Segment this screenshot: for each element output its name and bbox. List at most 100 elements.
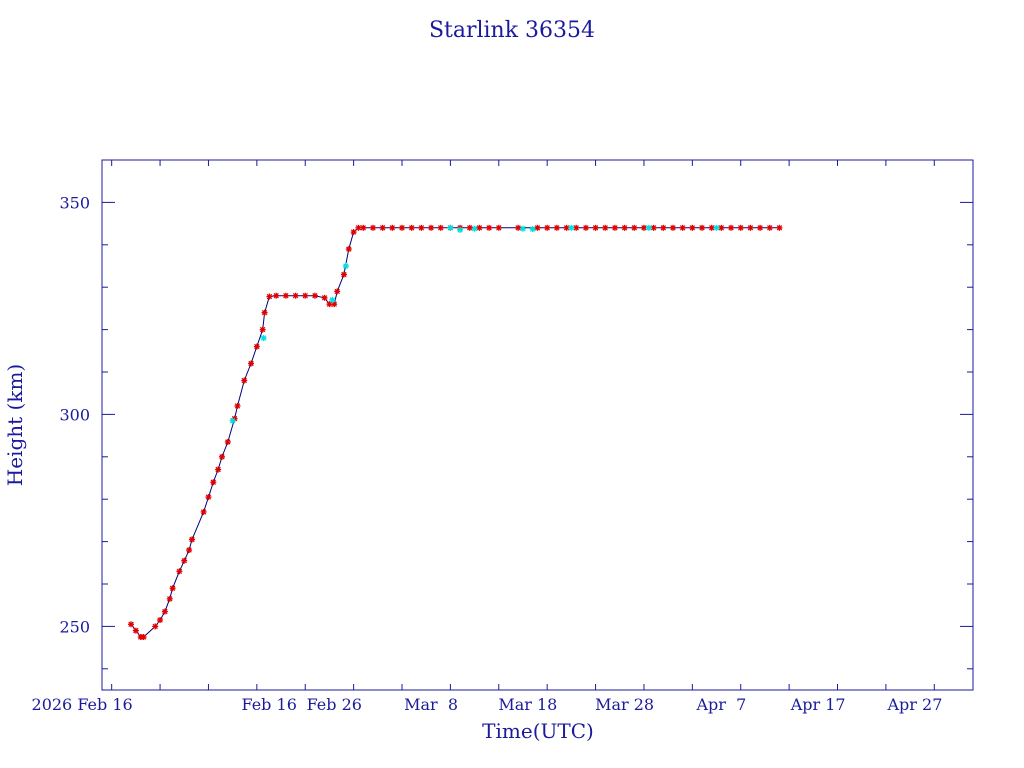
data-point-primary [737,224,744,231]
data-point-primary [553,224,560,231]
x-tick-label: Feb 16 [241,695,296,714]
data-point-primary [437,224,444,231]
data-point-primary [219,453,226,460]
data-point-primary [189,536,196,543]
data-point-primary [669,224,676,231]
data-point-secondary [568,224,575,231]
data-point-primary [152,623,159,630]
data-point-primary [631,224,638,231]
data-point-primary [708,224,715,231]
data-point-primary [389,224,396,231]
data-point-primary [776,224,783,231]
data-point-primary [340,271,347,278]
data-point-primary [563,224,570,231]
y-axis-ticks: 250 300 350 [59,159,973,670]
data-point-primary [311,292,318,299]
x-axis-label: Time(UTC) [482,719,594,743]
orbit-trace-line [130,227,780,638]
data-point-primary [157,617,164,624]
data-point-secondary [229,417,236,424]
data-point-primary [399,224,406,231]
data-point-secondary [713,224,720,231]
data-point-primary [161,608,168,615]
data-point-secondary [519,225,526,232]
plot-frame [101,159,974,691]
data-point-primary [282,292,289,299]
data-point-primary [181,557,188,564]
data-point-primary [766,224,773,231]
data-point-primary [611,224,618,231]
data-point-primary [582,224,589,231]
x-axis-ticks: 2026 Feb 16 Feb 16 Feb 26 Mar 8 Mar 18 Mar 28… [32,160,942,714]
data-point-primary [205,494,212,501]
data-point-secondary [329,296,336,303]
x-tick-label: Apr 27 [886,695,942,714]
data-point-primary [292,292,299,299]
data-point-primary [302,292,309,299]
data-point-primary [621,224,628,231]
data-point-primary [544,224,551,231]
data-point-primary [224,438,231,445]
data-point-primary [176,568,183,575]
data-point-primary [515,224,522,231]
data-point-secondary [447,224,454,231]
chart-title: Starlink 36354 [429,18,595,43]
data-point-primary [273,292,280,299]
data-point-secondary [342,263,349,269]
data-point-primary [369,224,376,231]
data-point-primary [466,224,473,231]
x-tick-label: Mar 18 [498,695,557,714]
data-point-primary [350,229,357,236]
data-point-primary [326,301,333,308]
y-tick-label: 300 [59,405,90,424]
data-point-primary [689,224,696,231]
data-point-primary [215,466,222,473]
data-point-secondary [471,225,478,232]
data-point-primary [699,224,706,231]
data-point-primary [166,595,173,602]
y-axis-label: Height (km) [3,364,27,486]
data-point-primary [728,224,735,231]
data-point-primary [602,224,609,231]
x-tick-label: Feb 26 [307,695,362,714]
data-point-primary [140,634,147,640]
data-point-secondary [457,226,464,233]
data-point-primary [248,360,255,367]
data-point-primary [428,224,435,231]
data-point-primary [234,402,241,409]
x-tick-label: Mar 8 [404,695,458,714]
x-tick-label: Mar 28 [595,695,654,714]
data-point-primary [128,621,135,628]
data-point-secondary [260,335,267,342]
data-point-primary [259,326,266,333]
data-points [128,224,783,640]
data-point-primary [573,224,580,231]
data-point-primary [660,224,667,231]
data-point-primary [679,224,686,231]
x-tick-label: Apr 17 [790,695,846,714]
data-point-primary [592,224,599,231]
data-point-primary [495,224,502,231]
data-point-primary [379,224,386,231]
data-point-primary [241,377,248,384]
data-point-primary [210,479,217,486]
data-point-primary [757,224,764,231]
data-point-primary [747,224,754,231]
data-point-primary [321,294,328,301]
data-point-primary [345,246,352,253]
data-point-primary [334,288,341,295]
data-point-primary [360,224,367,231]
data-point-primary [266,293,273,300]
data-point-primary [186,547,193,554]
data-point-primary [261,309,268,316]
data-point-primary [408,224,415,231]
data-point-primary [534,224,541,231]
data-point-primary [253,343,260,350]
data-point-secondary [529,226,536,233]
data-point-primary [476,224,483,231]
data-point-primary [486,224,493,231]
y-tick-label: 250 [59,617,90,636]
data-point-secondary [645,224,652,231]
data-point-primary [200,508,207,515]
